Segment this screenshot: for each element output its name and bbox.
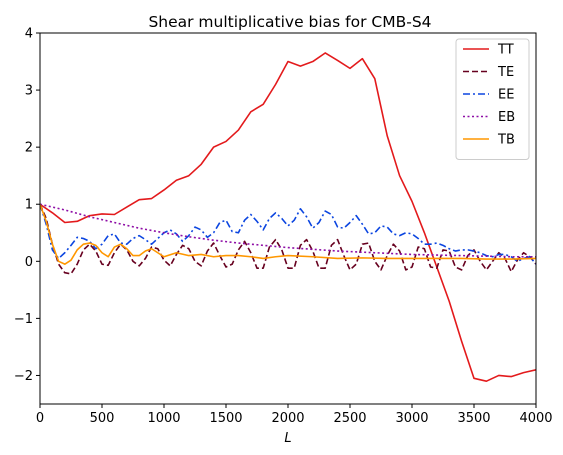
x-tick-label: 1000 xyxy=(147,411,180,426)
y-tick-label: 1 xyxy=(25,198,33,213)
y-tick-label: 0 xyxy=(25,255,33,270)
x-tick-label: 2500 xyxy=(333,411,366,426)
x-tick-label: 500 xyxy=(90,411,115,426)
series-line-ee xyxy=(40,203,536,265)
x-axis-label: L xyxy=(284,431,291,446)
y-tick-label: −2 xyxy=(14,369,33,384)
series-line-eb xyxy=(40,203,536,258)
legend-box xyxy=(455,38,530,160)
series-line-tb xyxy=(40,203,536,265)
x-tick-label: 4000 xyxy=(519,411,552,426)
y-axis: −2 −1 0 1 2 3 4 xyxy=(14,27,40,384)
y-tick-label: 4 xyxy=(25,27,33,42)
y-tick-label: 2 xyxy=(25,141,33,156)
x-tick-label: 3000 xyxy=(395,411,428,426)
legend-label-tb: TB xyxy=(497,133,515,148)
y-tick-label: −1 xyxy=(14,312,33,327)
x-tick-label: 0 xyxy=(36,411,44,426)
legend-label-tt: TT xyxy=(497,43,514,58)
legend: TT TE EE EB TB xyxy=(455,38,530,160)
x-axis: 0 500 1000 1500 2000 2500 3000 3500 4000 xyxy=(36,404,553,426)
legend-label-eb: EB xyxy=(498,110,515,125)
legend-label-te: TE xyxy=(497,65,514,80)
legend-label-ee: EE xyxy=(498,88,514,103)
x-tick-label: 1500 xyxy=(209,411,242,426)
series-line-tt xyxy=(40,52,536,382)
y-tick-label: 3 xyxy=(25,84,33,99)
plot-area xyxy=(40,52,536,382)
x-tick-label: 3500 xyxy=(457,411,490,426)
chart-title: Shear multiplicative bias for CMB-S4 xyxy=(148,13,431,31)
x-tick-label: 2000 xyxy=(271,411,304,426)
